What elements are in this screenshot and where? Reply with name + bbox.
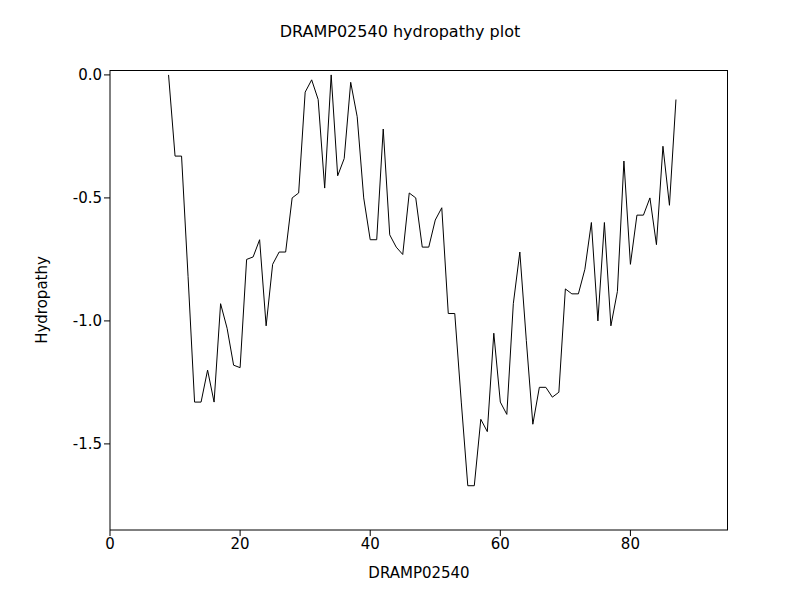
svg-text:0: 0 bbox=[105, 535, 115, 553]
svg-text:20: 20 bbox=[231, 535, 250, 553]
svg-text:DRAMP02540: DRAMP02540 bbox=[368, 564, 469, 582]
html-text:DRAMP02540 hydropathy plot: DRAMP02540 hydropathy plot bbox=[279, 22, 521, 41]
html-text:Hydropathy: Hydropathy bbox=[33, 256, 51, 344]
svg-text:40: 40 bbox=[361, 535, 380, 553]
svg-text:80: 80 bbox=[621, 535, 640, 553]
svg-text:60: 60 bbox=[491, 535, 510, 553]
svg-text:-1.0: -1.0 bbox=[73, 312, 102, 330]
svg-text:0.0: 0.0 bbox=[78, 66, 102, 84]
svg-text:-0.5: -0.5 bbox=[73, 189, 102, 207]
svg-text:-1.5: -1.5 bbox=[73, 435, 102, 453]
